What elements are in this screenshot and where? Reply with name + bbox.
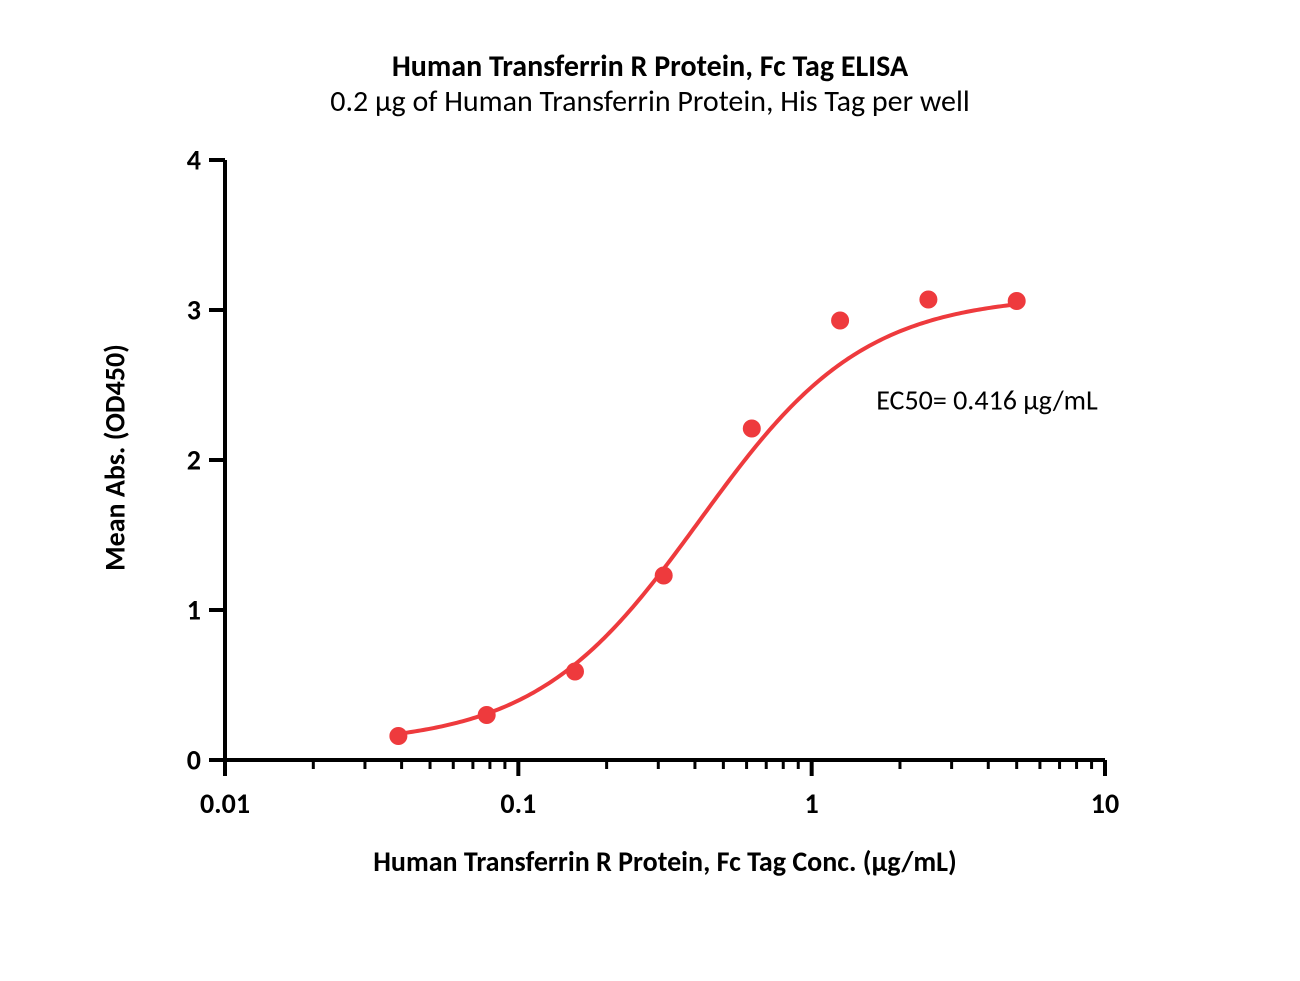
plot-svg [195,130,1135,790]
ec50-annotation: EC50= 0.416 µg/mL [876,383,1098,418]
y-axis-label: Mean Abs. (OD450) [98,158,133,758]
x-tick-label: 0.01 [200,786,250,821]
chart-title-sub: 0.2 µg of Human Transferrin Protein, His… [0,85,1300,120]
y-tick-label: 1 [187,593,201,628]
y-tick-label: 0 [187,743,201,778]
y-tick-label: 3 [187,293,201,328]
x-tick-label: 0.1 [500,786,536,821]
chart-title-main: Human Transferrin R Protein, Fc Tag ELIS… [0,50,1300,85]
x-tick-label: 1 [805,786,819,821]
y-tick-label: 4 [187,143,201,178]
x-axis-label: Human Transferrin R Protein, Fc Tag Conc… [225,844,1105,879]
y-tick-label: 2 [187,443,201,478]
plot-area [225,160,1105,760]
chart-container: Human Transferrin R Protein, Fc Tag ELIS… [0,0,1300,981]
chart-titles: Human Transferrin R Protein, Fc Tag ELIS… [0,50,1300,119]
x-tick-label: 10 [1091,786,1119,821]
